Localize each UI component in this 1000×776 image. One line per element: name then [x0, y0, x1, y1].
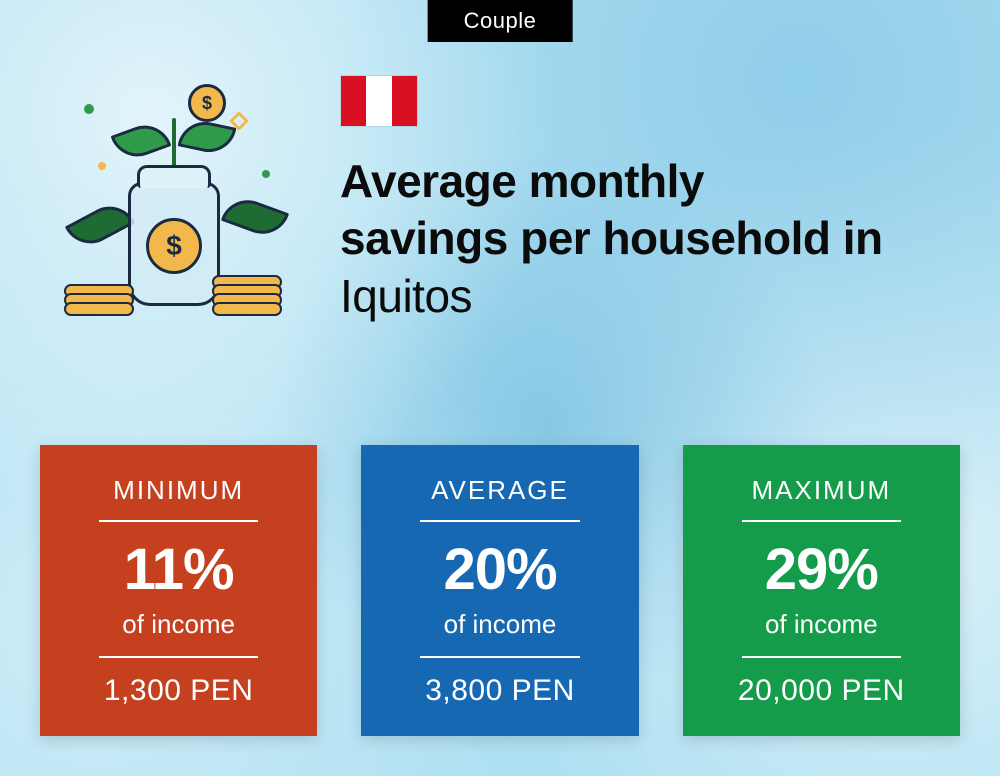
- household-type-badge: Couple: [428, 0, 573, 42]
- card-label: MAXIMUM: [711, 475, 932, 520]
- card-subtext: of income: [68, 609, 289, 656]
- headline-block: Average monthly savings per household in…: [340, 75, 960, 326]
- leaf-icon: [177, 117, 236, 158]
- jar-icon: $: [128, 182, 220, 306]
- card-amount: 1,300 PEN: [68, 658, 289, 708]
- hero-section: $ $ Average monthly savings per househol: [40, 70, 960, 330]
- card-percent: 20%: [389, 522, 610, 609]
- peru-flag-icon: [340, 75, 418, 127]
- card-label: AVERAGE: [389, 475, 610, 520]
- stat-card-minimum: MINIMUM 11% of income 1,300 PEN: [40, 445, 317, 736]
- stat-card-average: AVERAGE 20% of income 3,800 PEN: [361, 445, 638, 736]
- headline-line: Average monthly: [340, 155, 704, 207]
- savings-jar-illustration: $ $: [40, 70, 300, 330]
- stat-cards-row: MINIMUM 11% of income 1,300 PEN AVERAGE …: [40, 445, 960, 736]
- card-label: MINIMUM: [68, 475, 289, 520]
- card-amount: 20,000 PEN: [711, 658, 932, 708]
- headline-city: Iquitos: [340, 270, 472, 322]
- card-amount: 3,800 PEN: [389, 658, 610, 708]
- sparkle-icon: [84, 104, 94, 114]
- coin-stack-icon: [64, 289, 134, 316]
- page-title: Average monthly savings per household in…: [340, 153, 960, 326]
- sparkle-icon: [262, 170, 270, 178]
- coin-icon: $: [146, 218, 202, 274]
- sparkle-icon: [98, 162, 106, 170]
- coin-stack-icon: [212, 280, 282, 316]
- flag-stripe: [392, 76, 417, 126]
- flag-stripe: [366, 76, 391, 126]
- card-percent: 11%: [68, 522, 289, 609]
- stat-card-maximum: MAXIMUM 29% of income 20,000 PEN: [683, 445, 960, 736]
- card-subtext: of income: [389, 609, 610, 656]
- leaf-icon: [65, 197, 136, 254]
- leaf-icon: [110, 118, 171, 165]
- card-subtext: of income: [711, 609, 932, 656]
- leaf-icon: [221, 192, 290, 241]
- card-percent: 29%: [711, 522, 932, 609]
- flag-stripe: [341, 76, 366, 126]
- coin-icon: $: [188, 84, 226, 122]
- headline-line: savings per household in: [340, 212, 883, 264]
